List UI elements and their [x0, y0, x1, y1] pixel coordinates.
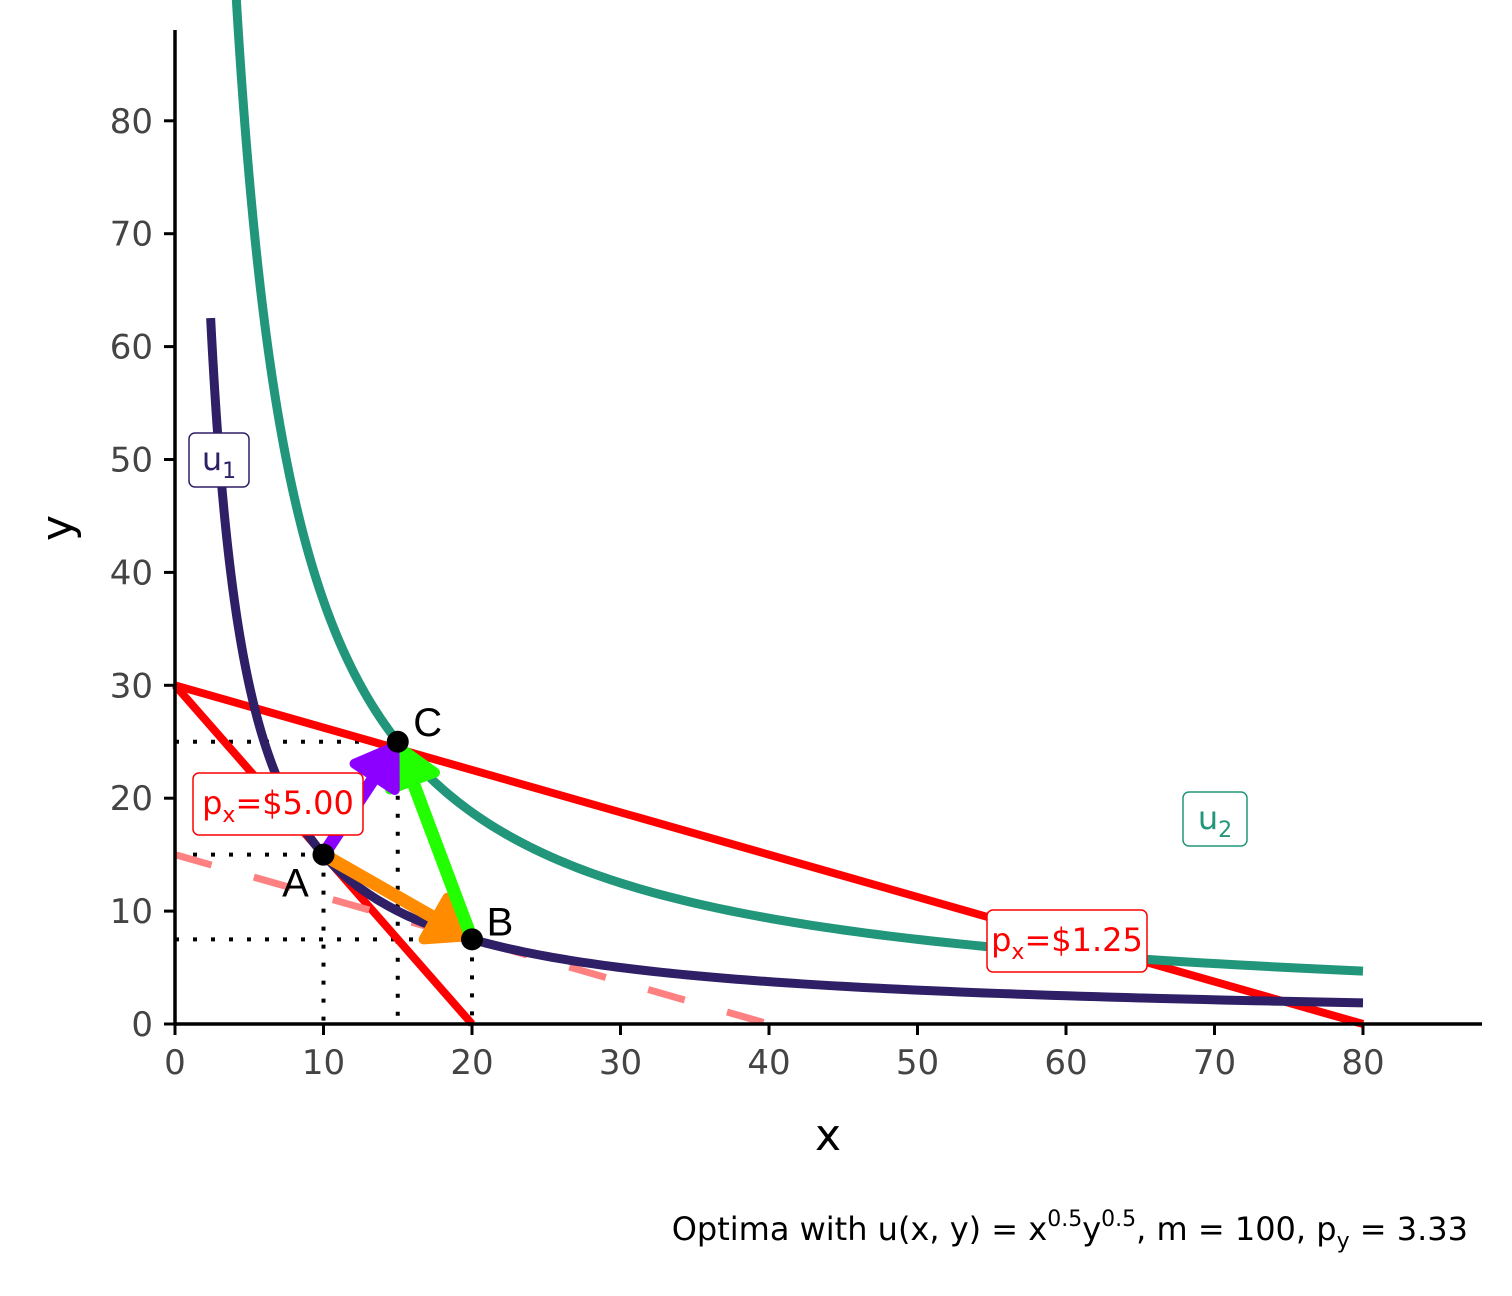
x-tick-label: 0 [164, 1043, 186, 1083]
x-tick-label: 10 [302, 1043, 345, 1083]
y-tick-label: 10 [110, 892, 153, 932]
y-tick-label: 60 [110, 328, 153, 368]
point-c [386, 730, 409, 753]
y-tick-label: 20 [110, 779, 153, 819]
label-px-high-text: px=$5.00 [202, 784, 354, 828]
budget-line-4 [174, 851, 770, 1028]
label-u2-text: u2 [1198, 799, 1232, 843]
x-tick-label: 40 [747, 1043, 790, 1083]
point-label-c: C [413, 701, 442, 745]
x-tick-label: 30 [599, 1043, 642, 1083]
y-axis-title: y [32, 515, 83, 541]
axes [173, 30, 1482, 1026]
budget-lines [171, 681, 1365, 1028]
x-axis-title: x [815, 1110, 841, 1161]
budget-line-3 [173, 681, 1365, 1028]
x-tick-label: 50 [896, 1043, 939, 1083]
y-tick-label: 40 [110, 553, 153, 593]
axis-ticks: 0 10 20 30 40 50 60 70 80 0 10 20 30 40 50 60 70 80 [110, 102, 1385, 1083]
chart-caption: Optima with u(x, y) = x0.5y0.5, m = 100,… [672, 1207, 1468, 1254]
label-px-high: px=$5.00 [192, 772, 364, 836]
label-px-low-box [986, 909, 1148, 973]
income-effect-shaft [405, 775, 479, 942]
y-tick-label: 80 [110, 102, 153, 142]
point-label-b: B [487, 900, 514, 944]
label-px-low: px=$1.25 [986, 909, 1148, 973]
effect-arrows [318, 741, 479, 945]
indifference-curve-u1 [206, 317, 1364, 1008]
label-u1-box [188, 432, 250, 488]
y-tick-label: 70 [110, 215, 153, 255]
guide-lines [175, 739, 474, 1024]
y-tick-label: 0 [131, 1005, 153, 1045]
label-px-high-box [192, 772, 364, 836]
indifference-curves [206, 0, 1364, 1008]
label-u2: u2 [1182, 791, 1248, 847]
x-tick-label: 80 [1341, 1043, 1384, 1083]
label-u2-box [1182, 791, 1248, 847]
label-u1-text: u1 [202, 440, 236, 484]
x-tick-label: 60 [1044, 1043, 1087, 1083]
substitution-effect-shaft [320, 849, 443, 927]
total-effect-head [349, 741, 400, 795]
label-px-low-text: px=$1.25 [991, 921, 1143, 965]
point-label-a: A [282, 862, 309, 906]
annotation-labels: u1 u2 px=$5.00 px=$1.25 [188, 432, 1248, 973]
point-a [312, 843, 335, 866]
point-b [461, 928, 483, 951]
label-u1: u1 [188, 432, 250, 488]
y-tick-label: 50 [110, 441, 153, 481]
indifference-curve-u2 [231, 0, 1364, 976]
y-tick-label: 30 [110, 666, 153, 706]
x-tick-label: 70 [1193, 1043, 1236, 1083]
optimum-points: A B C [282, 701, 513, 951]
x-tick-label: 20 [450, 1043, 493, 1083]
